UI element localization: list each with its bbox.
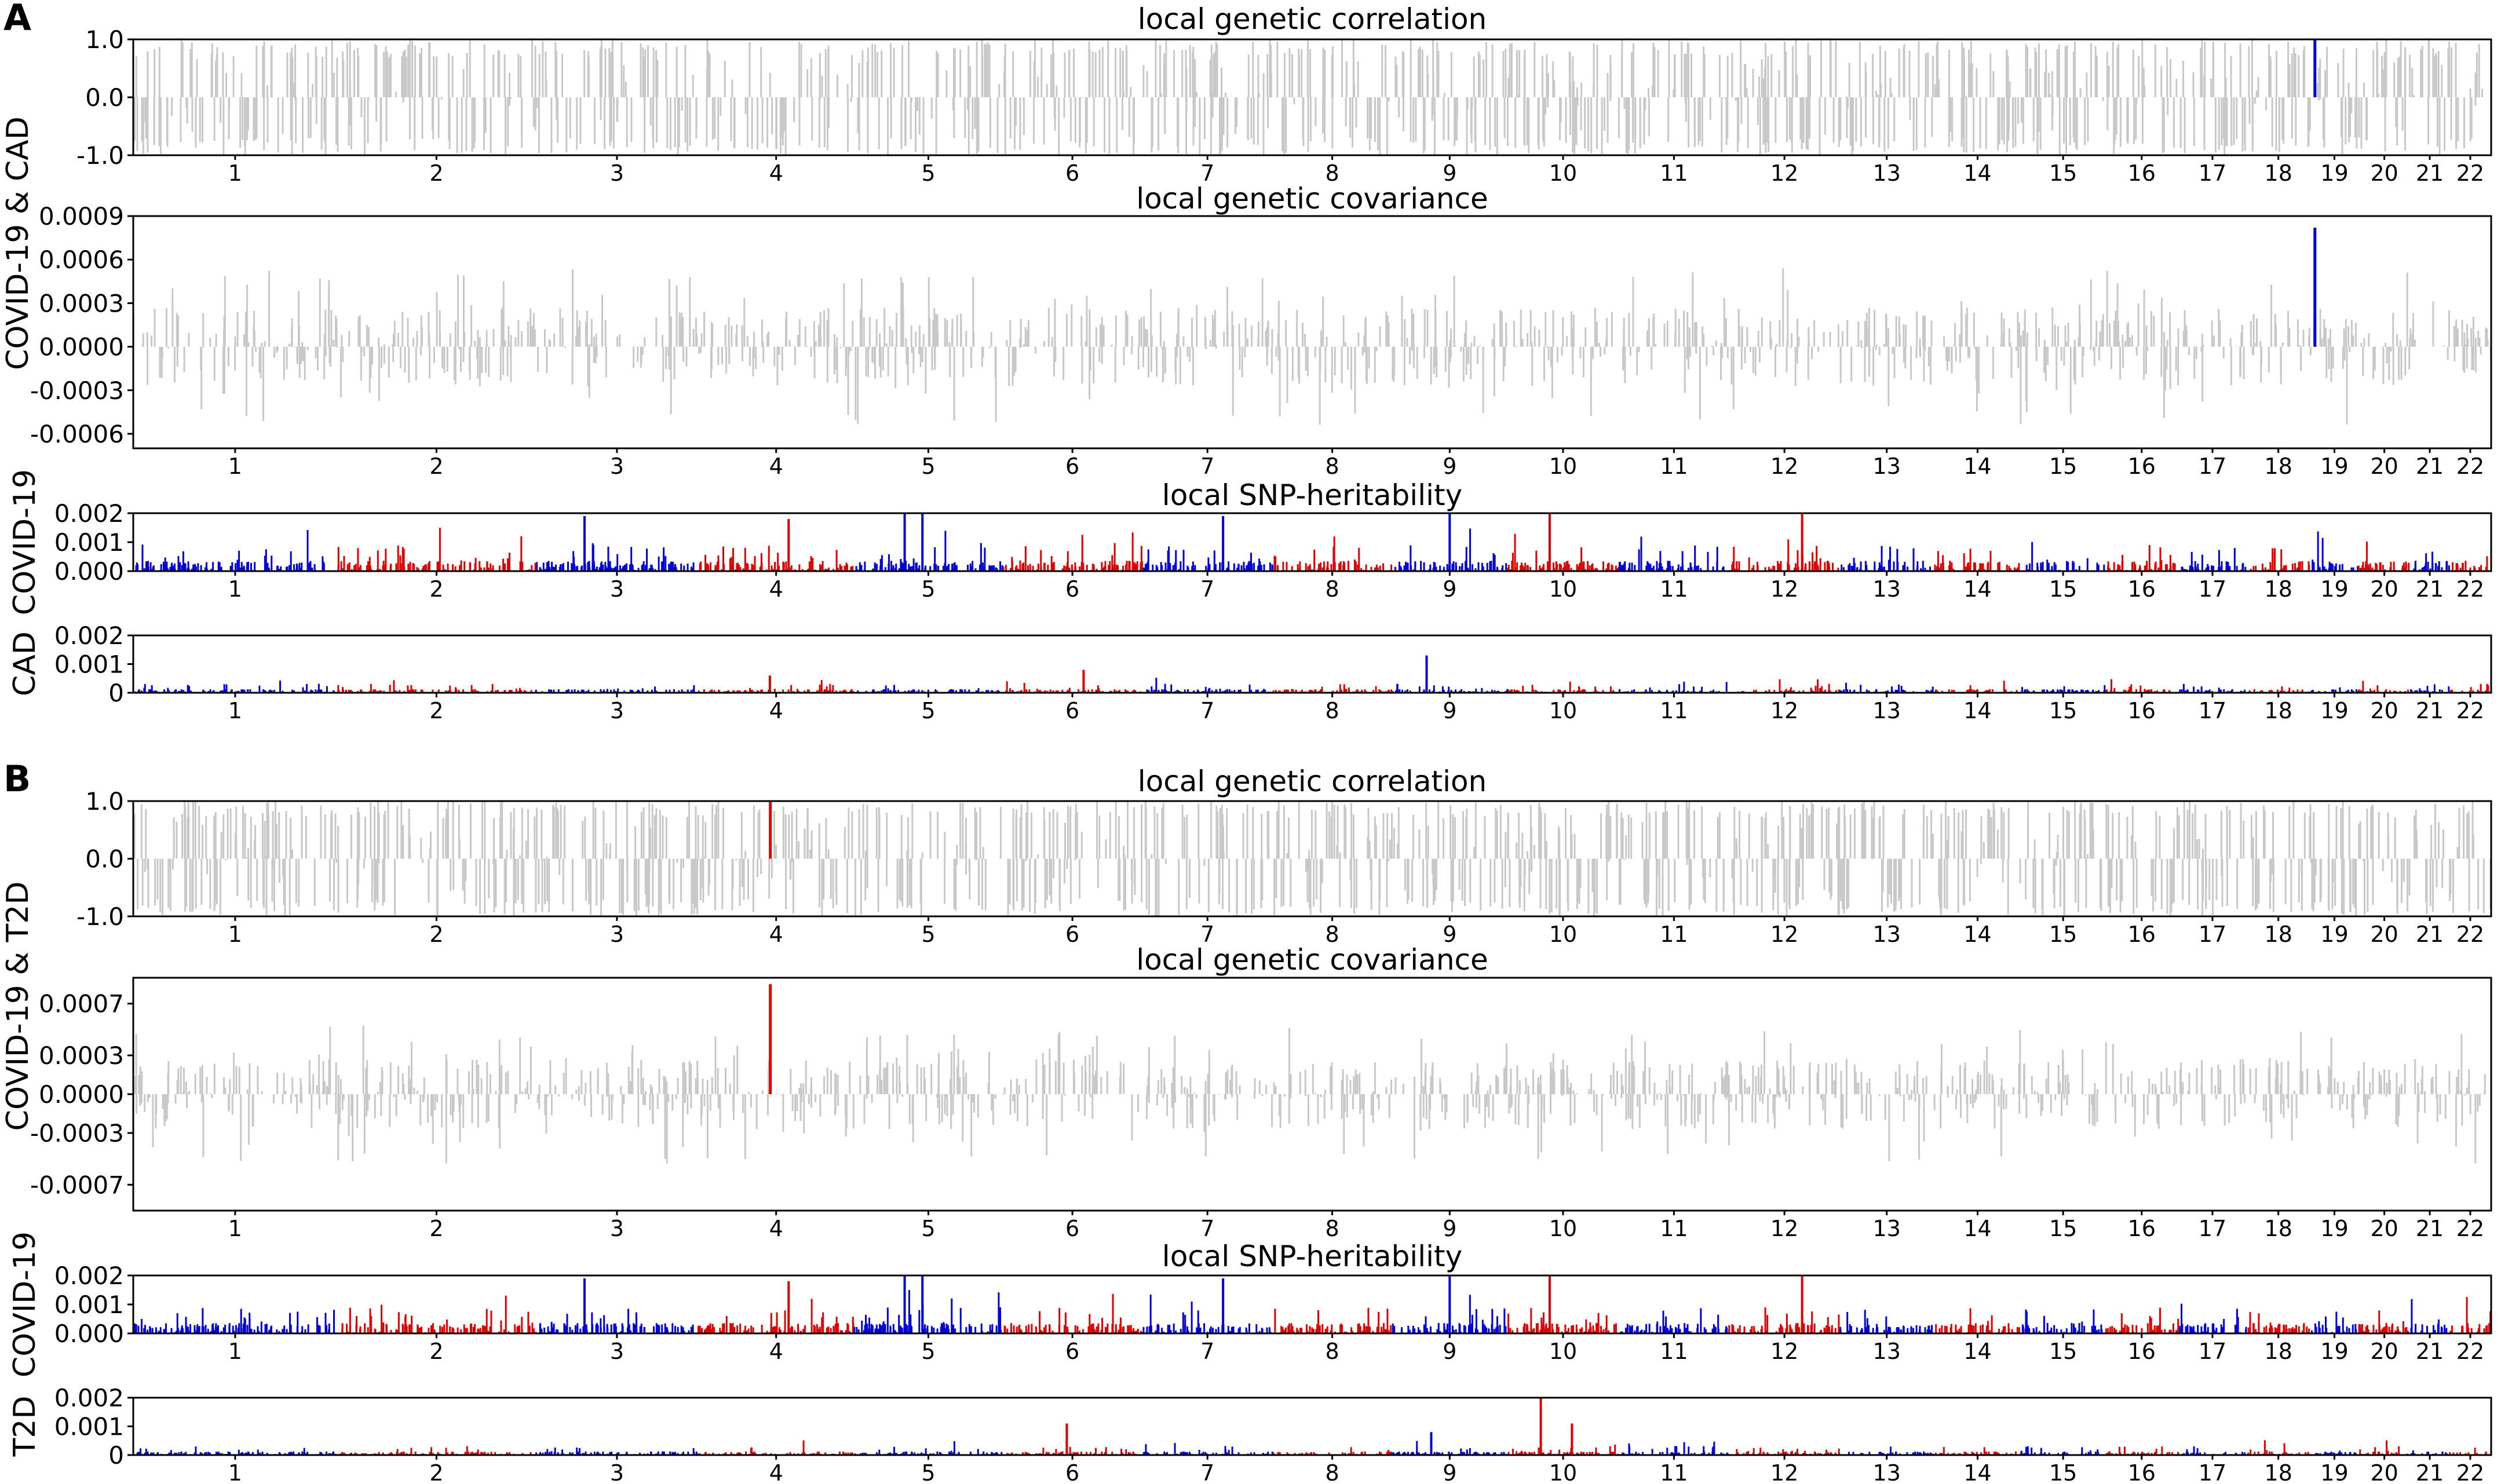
panel-letter-b: B <box>3 758 31 800</box>
x-tick-label: 1 <box>228 160 242 186</box>
x-tick-label: 6 <box>1065 454 1079 479</box>
x-tick-label: 17 <box>2199 454 2226 479</box>
x-tick-label: 16 <box>2128 160 2156 186</box>
x-tick-label: 10 <box>1549 576 1577 602</box>
x-tick-label: 7 <box>1200 454 1214 479</box>
x-tick-label: 8 <box>1326 454 1339 479</box>
x-tick-label: 6 <box>1065 576 1079 602</box>
x-tick-label: 22 <box>2456 160 2484 186</box>
x-tick-label: 1 <box>228 576 242 602</box>
x-tick-label: 1 <box>228 454 242 479</box>
panel-letter-a: A <box>3 0 31 39</box>
x-tick-label: 14 <box>1963 454 1991 479</box>
y-tick-label: 0.002 <box>54 499 124 528</box>
y-tick-label: -1.0 <box>76 141 124 170</box>
x-tick-label: 2 <box>429 454 443 479</box>
y-tick-label: 0.0 <box>85 83 124 112</box>
y-tick-label: 0.0000 <box>39 333 124 361</box>
plot-frame <box>132 215 2492 449</box>
x-tick-label: 3 <box>610 576 624 602</box>
x-tick-label: 20 <box>2370 454 2398 479</box>
x-tick-label: 22 <box>2456 576 2484 602</box>
x-tick-label: 17 <box>2199 160 2226 186</box>
x-tick-label: 11 <box>1660 454 1688 479</box>
x-tick-label: 8 <box>1326 160 1339 186</box>
x-tick-label: 15 <box>2049 454 2077 479</box>
x-tick-label: 20 <box>2370 576 2398 602</box>
x-tick-label: 6 <box>1065 160 1079 186</box>
x-tick-label: 9 <box>1443 160 1456 186</box>
x-tick-label: 18 <box>2265 576 2292 602</box>
x-tick-label: 12 <box>1770 160 1798 186</box>
x-tick-label: 11 <box>1660 160 1688 186</box>
x-tick-label: 9 <box>1443 576 1456 602</box>
x-tick-label: 18 <box>2265 160 2292 186</box>
x-tick-label: 19 <box>2320 160 2348 186</box>
subplot-A-1: local genetic covariance 0.0009 0.0006 0.00… <box>30 182 2492 479</box>
x-tick-label: 12 <box>1770 576 1798 602</box>
x-tick-label: 21 <box>2416 160 2444 186</box>
x-tick-label: 9 <box>1443 454 1456 479</box>
x-tick-label: 14 <box>1963 160 1991 186</box>
subplot-title: local SNP-heritability <box>1162 478 1462 512</box>
x-tick-label: 15 <box>2049 160 2077 186</box>
x-tick-label: 11 <box>1660 576 1688 602</box>
x-tick-label: 5 <box>921 576 935 602</box>
x-tick-label: 16 <box>2128 576 2156 602</box>
x-tick-label: 13 <box>1873 576 1901 602</box>
x-tick-label: 10 <box>1549 454 1577 479</box>
x-tick-label: 16 <box>2128 454 2156 479</box>
x-tick-label: 13 <box>1873 160 1901 186</box>
y-tick-label: 0.001 <box>54 528 124 557</box>
x-tick-label: 19 <box>2320 454 2348 479</box>
x-tick-label: 2 <box>429 576 443 602</box>
x-tick-label: 21 <box>2416 576 2444 602</box>
x-tick-label: 3 <box>610 454 624 479</box>
y-tick-label: -0.0006 <box>30 420 124 448</box>
x-tick-label: 20 <box>2370 160 2398 186</box>
y-tick-label: 0.0006 <box>39 246 124 274</box>
x-tick-label: 5 <box>921 454 935 479</box>
x-tick-label: 4 <box>769 160 783 186</box>
plot-frame <box>132 38 2492 156</box>
x-tick-label: 7 <box>1200 576 1214 602</box>
x-tick-label: 7 <box>1200 160 1214 186</box>
x-tick-label: 8 <box>1326 576 1339 602</box>
x-tick-label: 21 <box>2416 454 2444 479</box>
y-tick-label: 0.0009 <box>39 202 124 231</box>
x-tick-label: 22 <box>2456 454 2484 479</box>
x-tick-label: 19 <box>2320 576 2348 602</box>
x-tick-label: 14 <box>1963 576 1991 602</box>
y-tick-label: 0.000 <box>54 557 124 586</box>
x-tick-label: 5 <box>921 160 935 186</box>
y-tick-label: 1.0 <box>85 25 124 54</box>
subplot-title: local genetic correlation <box>1138 2 1487 36</box>
x-tick-label: 4 <box>769 576 783 602</box>
x-tick-label: 3 <box>610 160 624 186</box>
x-tick-label: 15 <box>2049 576 2077 602</box>
x-tick-label: 4 <box>769 454 783 479</box>
y-tick-label: 0.0003 <box>39 289 124 317</box>
x-tick-label: 12 <box>1770 454 1798 479</box>
x-tick-label: 2 <box>429 160 443 186</box>
x-tick-label: 10 <box>1549 160 1577 186</box>
x-tick-label: 17 <box>2199 576 2226 602</box>
x-tick-label: 13 <box>1873 454 1901 479</box>
x-tick-label: 18 <box>2265 454 2292 479</box>
y-tick-label: -0.0003 <box>30 377 124 405</box>
subplot-title: local genetic covariance <box>1136 182 1488 215</box>
